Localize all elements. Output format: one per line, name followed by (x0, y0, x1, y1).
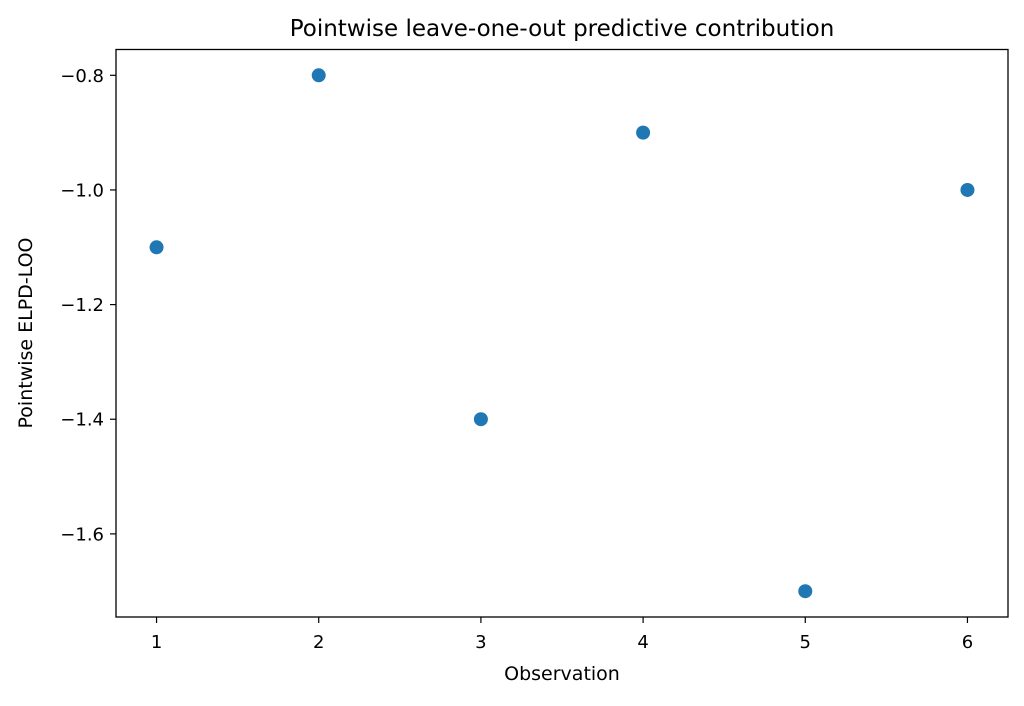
ticks-layer: 1 2 3 4 5 6 −0.8 −1.0 −1.2 −1.4 −1.6 (60, 66, 973, 653)
x-tick-label: 2 (313, 632, 324, 653)
data-point (636, 125, 651, 140)
data-point (960, 182, 975, 197)
x-axis-label: Observation (504, 663, 620, 685)
x-tick-label: 1 (151, 632, 162, 653)
y-tick-label: −0.8 (60, 66, 104, 87)
y-tick-label: −1.4 (60, 410, 104, 431)
data-point (473, 412, 488, 427)
points-layer (149, 68, 975, 599)
x-tick-label: 3 (475, 632, 486, 653)
chart-title: Pointwise leave-one-out predictive contr… (290, 16, 835, 42)
plot-area-frame (115, 48, 1009, 618)
data-point (149, 240, 164, 255)
y-axis-label: Pointwise ELPD-LOO (15, 238, 37, 429)
y-tick-label: −1.0 (60, 180, 104, 201)
y-tick-label: −1.2 (60, 295, 104, 316)
data-point (798, 584, 813, 599)
y-tick-label: −1.6 (60, 524, 104, 545)
x-tick-label: 6 (962, 632, 973, 653)
data-point (311, 68, 326, 83)
x-tick-label: 4 (637, 632, 648, 653)
x-tick-label: 5 (800, 632, 811, 653)
